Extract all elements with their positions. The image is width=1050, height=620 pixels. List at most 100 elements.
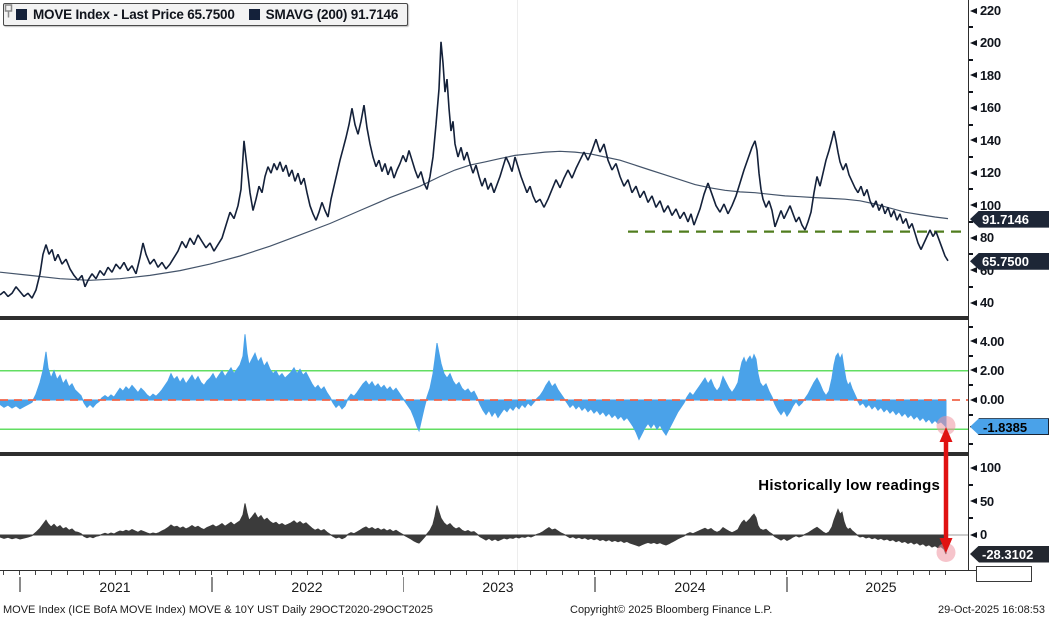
month-tick bbox=[50, 571, 52, 575]
y-axis-tick bbox=[970, 299, 977, 306]
month-tick bbox=[705, 571, 707, 575]
y-axis-minor-tick bbox=[969, 253, 973, 256]
kairi-chart bbox=[0, 503, 968, 555]
month-tick bbox=[434, 571, 436, 575]
value-axis-column: 91.7146 65.7500 -1.8385 -28.3102 220 200 1… bbox=[968, 0, 1050, 570]
month-tick bbox=[290, 571, 292, 575]
y-axis-tick bbox=[970, 367, 977, 374]
month-tick bbox=[354, 571, 356, 575]
annotation-text: Historically low readings bbox=[758, 477, 940, 494]
y-axis-tick bbox=[970, 464, 977, 471]
kairi-panel[interactable]: Kairi(Simple,200) (MOVE) -28.3102 bbox=[0, 456, 968, 570]
panel-divider bbox=[0, 316, 968, 320]
year-label: 2024 bbox=[674, 579, 706, 595]
month-tick bbox=[98, 571, 100, 575]
zscore-panel[interactable]: Z-Score(200) (MOVE) -1.8385 bbox=[0, 320, 968, 452]
month-tick bbox=[833, 571, 835, 575]
month-tick bbox=[498, 571, 500, 575]
month-tick bbox=[178, 571, 180, 575]
year-separator bbox=[211, 577, 213, 592]
y-axis-tick bbox=[970, 104, 977, 111]
sma-series-swatch bbox=[248, 9, 260, 20]
footer-timestamp: 29-Oct-2025 16:08:53 bbox=[937, 604, 1045, 616]
y-axis-tick bbox=[970, 234, 977, 241]
y-axis-minor-tick bbox=[969, 220, 973, 223]
month-tick bbox=[418, 571, 420, 575]
month-tick bbox=[801, 571, 803, 575]
year-label: 2021 bbox=[99, 579, 131, 595]
month-tick bbox=[514, 571, 516, 575]
time-axis: 2021 2022 2023 2024 2025 bbox=[0, 570, 976, 601]
month-tick bbox=[657, 571, 659, 575]
y-axis-label: 220 bbox=[980, 3, 1001, 18]
month-tick bbox=[194, 571, 196, 575]
month-tick bbox=[641, 571, 643, 575]
month-tick bbox=[929, 571, 931, 575]
year-label: 2025 bbox=[865, 579, 897, 595]
y-axis-minor-tick bbox=[969, 483, 973, 486]
y-axis-minor-tick bbox=[969, 517, 973, 520]
month-tick bbox=[753, 571, 755, 575]
y-axis-label: 2.00 bbox=[980, 362, 1005, 378]
y-axis-tick bbox=[970, 531, 977, 538]
month-tick bbox=[945, 571, 947, 575]
y-axis-label: 100 bbox=[980, 197, 1001, 213]
y-axis-minor-tick bbox=[969, 413, 973, 416]
month-tick bbox=[881, 571, 883, 575]
y-axis-minor-tick bbox=[969, 58, 973, 61]
y-axis-minor-tick bbox=[969, 355, 973, 358]
month-tick bbox=[114, 571, 116, 575]
footer: MOVE Index (ICE BofA MOVE Index) MOVE & … bbox=[0, 600, 1050, 620]
vertical-gridline bbox=[517, 0, 518, 570]
y-axis-label: 40 bbox=[980, 295, 994, 310]
y-axis-tick bbox=[970, 202, 977, 209]
kairi-value-tag: -28.3102 bbox=[970, 545, 1049, 563]
month-tick bbox=[3, 571, 4, 575]
month-tick bbox=[578, 571, 579, 575]
month-tick bbox=[562, 571, 563, 575]
month-tick bbox=[274, 571, 276, 575]
y-axis-label: 140 bbox=[980, 132, 1001, 148]
y-axis-label: 0 bbox=[980, 527, 987, 542]
zscore-value-tag: -1.8385 bbox=[970, 418, 1049, 436]
month-tick bbox=[82, 571, 84, 575]
y-axis-minor-tick bbox=[969, 326, 973, 328]
month-tick bbox=[338, 571, 340, 575]
y-axis-label: 120 bbox=[980, 165, 1001, 181]
month-tick bbox=[737, 571, 739, 575]
month-tick bbox=[306, 571, 308, 575]
y-axis-minor-tick bbox=[969, 384, 973, 387]
price-chart bbox=[0, 41, 968, 299]
month-tick bbox=[35, 571, 36, 575]
y-axis-minor-tick bbox=[969, 156, 973, 158]
month-tick bbox=[689, 571, 691, 575]
month-tick bbox=[817, 571, 819, 575]
month-tick bbox=[865, 571, 867, 575]
price-series-swatch bbox=[16, 9, 27, 20]
month-tick bbox=[242, 571, 244, 575]
y-axis-minor-tick bbox=[969, 442, 973, 445]
y-axis-tick bbox=[970, 396, 977, 403]
panel-divider bbox=[0, 452, 968, 456]
y-axis-minor-tick bbox=[969, 123, 973, 126]
month-tick bbox=[258, 571, 260, 575]
month-tick bbox=[721, 571, 723, 575]
y-axis-label: 50 bbox=[980, 493, 994, 509]
month-tick bbox=[897, 571, 899, 575]
month-tick bbox=[370, 571, 372, 575]
sma-value-tag: 91.7146 bbox=[970, 210, 1049, 228]
month-tick bbox=[146, 571, 148, 575]
month-tick bbox=[322, 571, 324, 575]
y-axis-tick bbox=[970, 498, 977, 504]
month-tick bbox=[785, 571, 787, 575]
y-axis-minor-tick bbox=[969, 91, 973, 94]
price-panel[interactable]: MOVE Index - Last Price 65.7500 SMAVG (2… bbox=[0, 0, 968, 316]
price-legend[interactable]: MOVE Index - Last Price 65.7500 SMAVG (2… bbox=[3, 3, 409, 26]
year-label: 2022 bbox=[291, 579, 323, 595]
year-separator bbox=[19, 577, 21, 592]
y-axis-label: 0.00 bbox=[980, 392, 1005, 407]
y-axis-minor-tick bbox=[969, 188, 973, 191]
month-tick bbox=[530, 571, 531, 575]
y-axis-minor-tick bbox=[969, 26, 973, 29]
